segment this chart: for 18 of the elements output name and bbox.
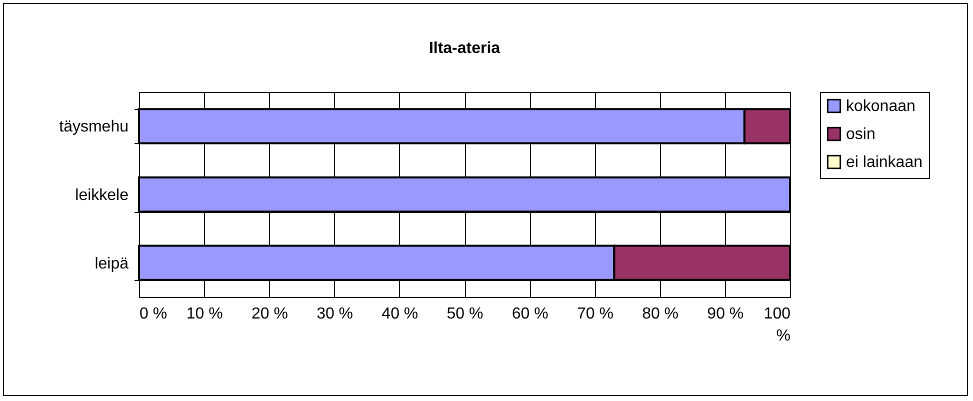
legend-label: kokonaan: [846, 98, 916, 115]
chart-title: Ilta-ateria: [428, 40, 500, 57]
x-tick-label: 80 %: [642, 306, 679, 322]
x-tick-label: 70 %: [576, 306, 614, 322]
legend-label: ei lainkaan: [846, 154, 922, 171]
x-tick-label: 0 %: [140, 306, 168, 322]
x-tick-label: 30 %: [316, 306, 354, 322]
x-tick-label: 90 %: [707, 306, 744, 322]
y-tick-label: leikkele: [75, 187, 129, 204]
x-tick-label: 20 %: [251, 306, 288, 322]
x-tick-label: 10 %: [186, 306, 223, 322]
y-tick-label: leipä: [94, 255, 129, 272]
x-tick-label: 100 %: [764, 306, 791, 344]
legend-label: osin: [846, 126, 876, 143]
y-tick-label: täysmehu: [59, 118, 128, 136]
x-tick-label: 40 %: [382, 306, 418, 322]
x-tick-label: 60 %: [512, 306, 548, 322]
x-tick-label: 50 %: [446, 306, 484, 322]
